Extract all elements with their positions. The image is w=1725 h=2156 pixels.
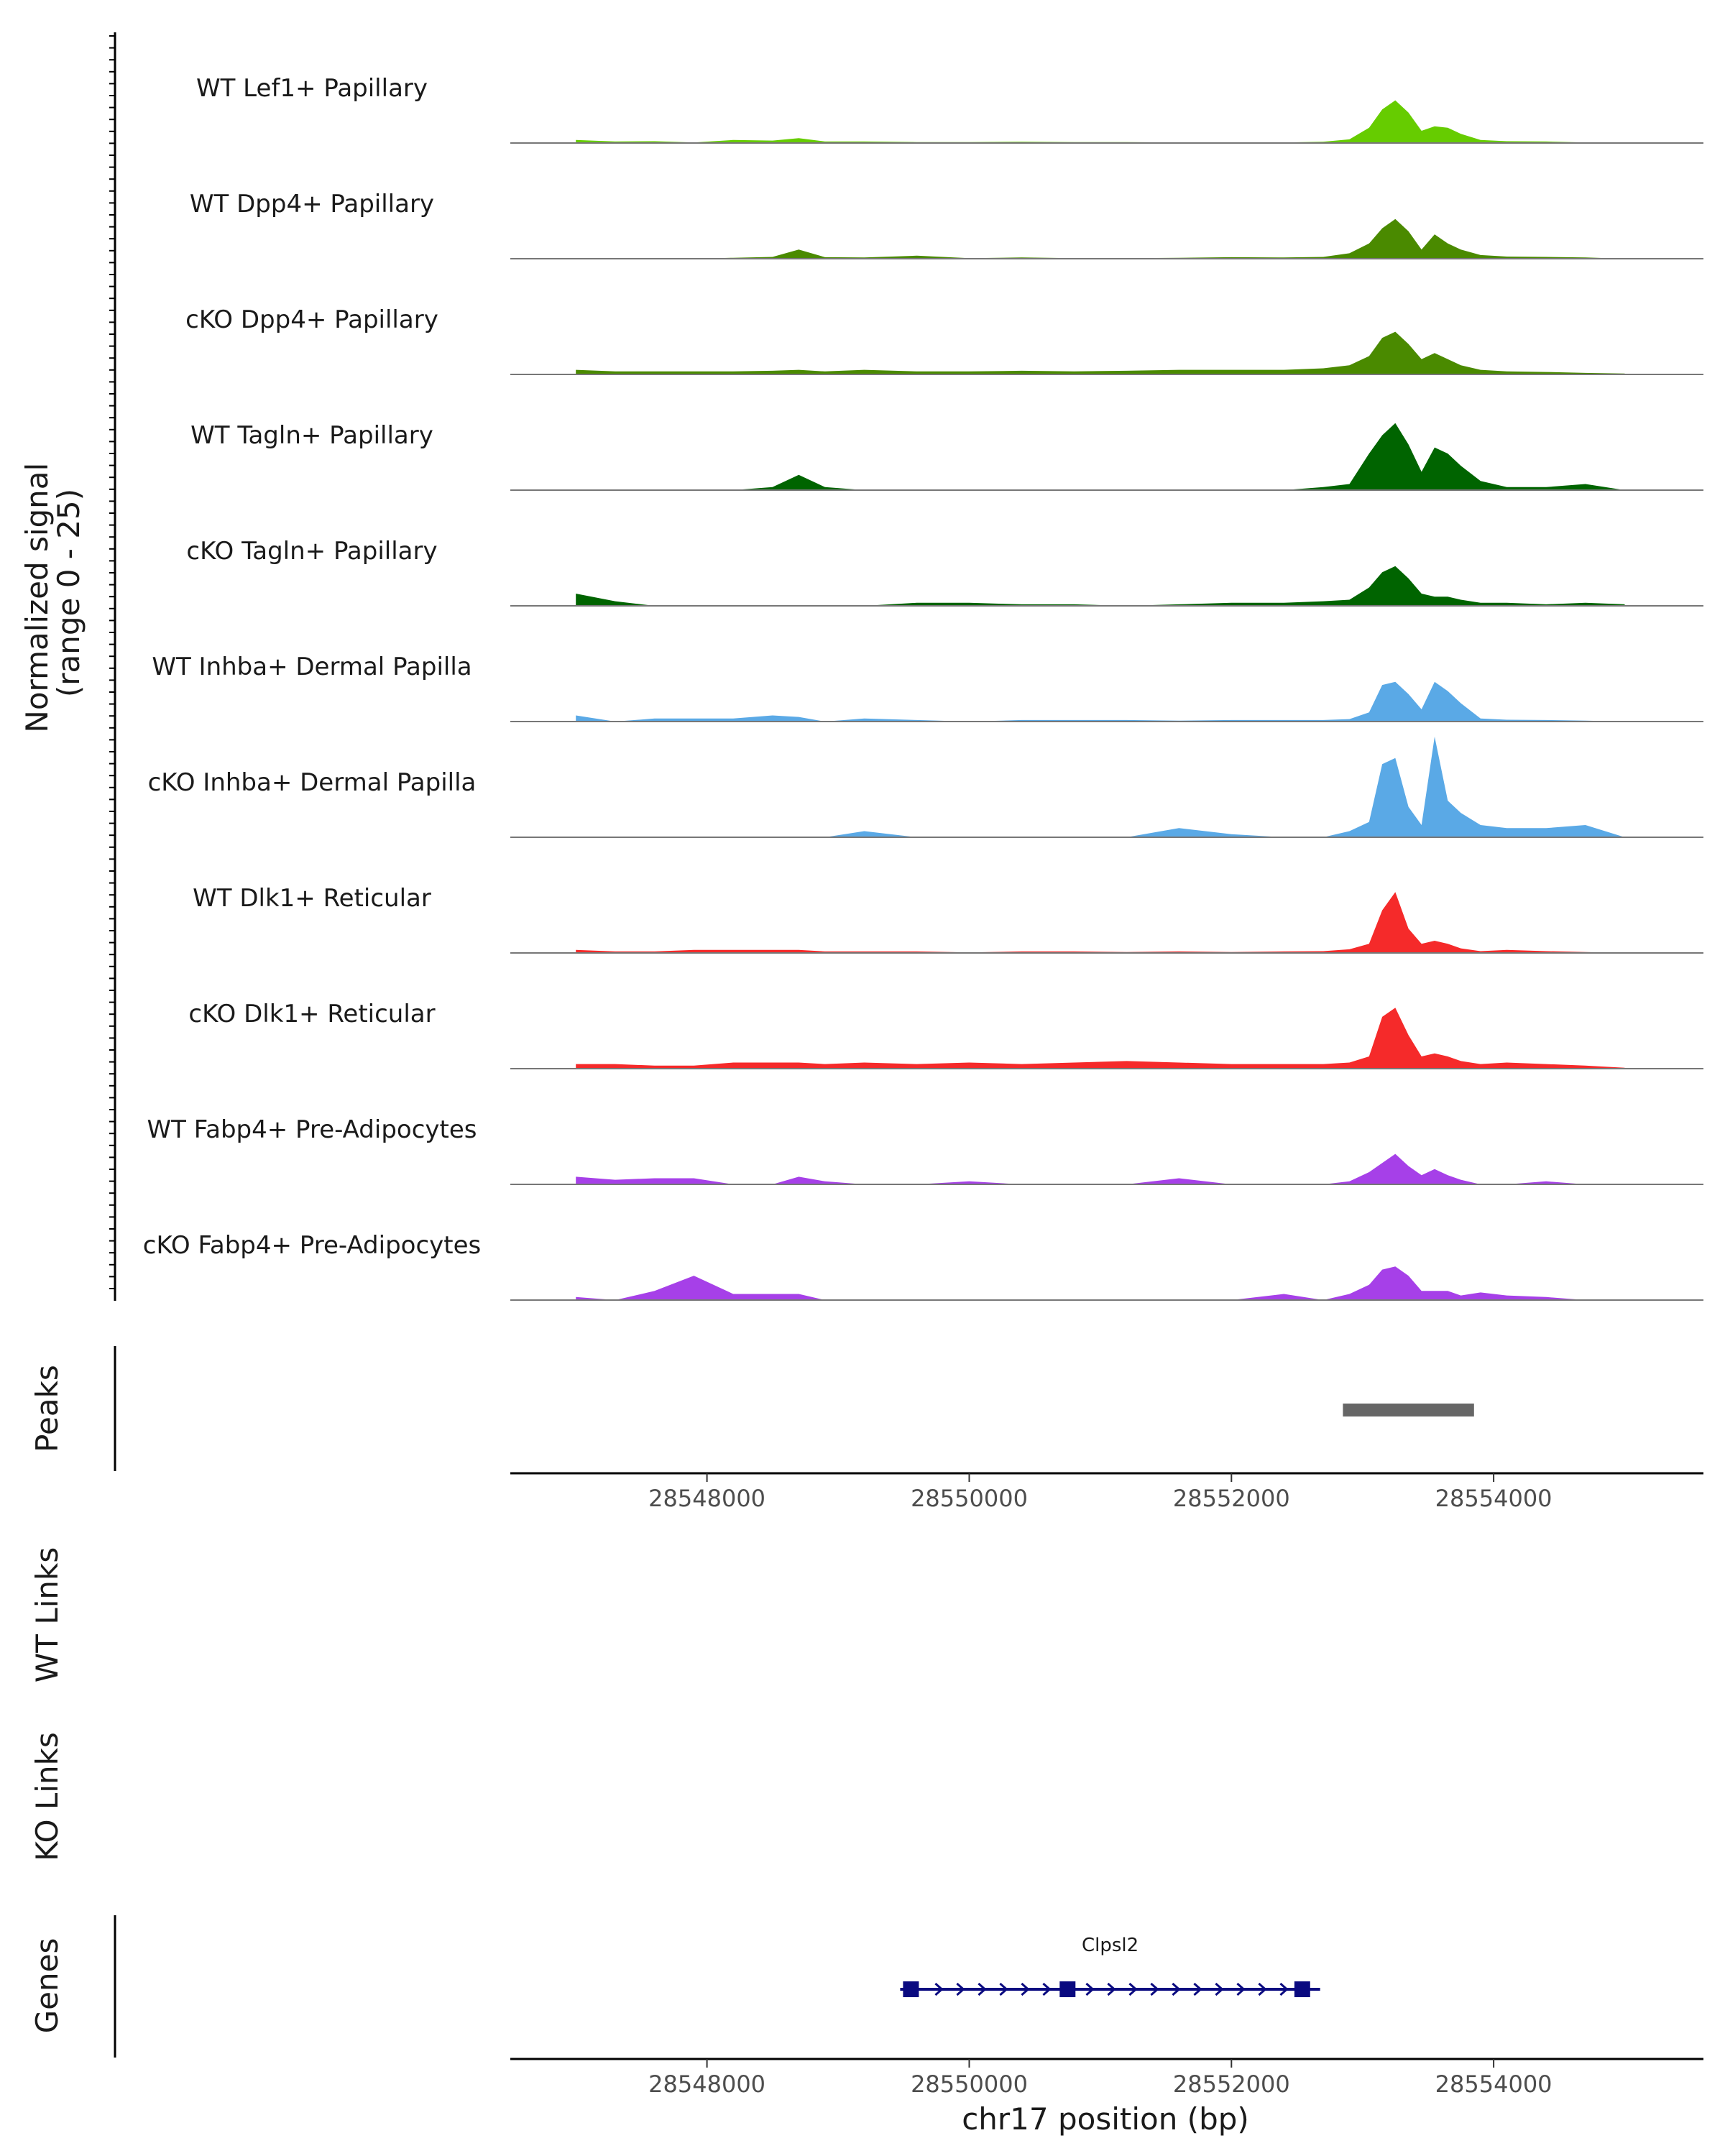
track-cko-inhba-dermal-papilla: cKO Inhba+ Dermal Papilla <box>148 737 1703 838</box>
coverage-tracks: WT Lef1+ Papillary WT Dpp4+ Papillary cKO … <box>143 74 1703 1301</box>
coverage-area-wt-dlk1-reticular <box>576 892 1625 953</box>
track-wt-dlk1-reticular: WT Dlk1+ Reticular <box>193 884 1703 954</box>
genes-track-label: Genes <box>29 1938 65 2034</box>
track-label: WT Fabp4+ Pre-Adipocytes <box>147 1115 477 1144</box>
ko-links-track-label: KO Links <box>29 1732 65 1861</box>
gene-exon <box>1059 1981 1076 1997</box>
strand-arrow <box>1021 1982 1030 1996</box>
track-label: cKO Dpp4+ Papillary <box>185 305 438 334</box>
track-label: WT Inhba+ Dermal Papilla <box>152 653 472 681</box>
track-wt-lef1-papillary: WT Lef1+ Papillary <box>196 74 1703 144</box>
genes-panel: Genes Clpsl2 28548000 28550000 28552000 285… <box>29 1915 1703 2137</box>
coverage-area-wt-fabp4-pre-adipocytes <box>576 1153 1625 1184</box>
track-wt-fabp4-pre-adipocytes: WT Fabp4+ Pre-Adipocytes <box>147 1115 1703 1185</box>
coverage-area-cko-fabp4-pre-adipocytes <box>576 1266 1625 1300</box>
track-wt-dpp4-papillary: WT Dpp4+ Papillary <box>190 190 1703 259</box>
x-axis-ticks-top: 28548000 28550000 28552000 28554000 <box>648 1473 1552 1512</box>
strand-arrow <box>1215 1982 1224 1996</box>
coverage-area-wt-dpp4-papillary <box>576 218 1625 259</box>
x-tick-label: 28548000 <box>648 2070 765 2098</box>
peaks-panel: Peaks 28548000 28550000 28552000 28554000 <box>29 1346 1703 1512</box>
peaks-track-label: Peaks <box>29 1365 65 1452</box>
coverage-area-wt-tagln-papillary <box>576 423 1625 490</box>
strand-arrow <box>1236 1982 1246 1996</box>
strand-arrow <box>1128 1982 1138 1996</box>
track-label: WT Tagln+ Papillary <box>190 421 433 450</box>
strand-arrow <box>1279 1982 1289 1996</box>
track-label: cKO Dlk1+ Reticular <box>188 1000 435 1028</box>
signal-y-axis <box>109 32 116 1301</box>
strand-arrow <box>934 1982 944 1996</box>
gene-models: Clpsl2 <box>900 1935 1320 1997</box>
x-axis-label: chr17 position (bp) <box>962 2101 1249 2137</box>
strand-arrow <box>1258 1982 1267 1996</box>
x-axis-ticks-bottom: 28548000 28550000 28552000 28554000 <box>648 2059 1552 2098</box>
y-axis-label: Normalized signal (range 0 - 25) <box>19 453 86 732</box>
track-label: cKO Fabp4+ Pre-Adipocytes <box>143 1231 482 1260</box>
strand-arrow <box>999 1982 1008 1996</box>
x-tick-label: 28554000 <box>1435 2070 1552 2098</box>
peak-bars <box>1343 1404 1474 1416</box>
strand-arrow <box>1150 1982 1159 1996</box>
strand-arrow <box>1085 1982 1095 1996</box>
gene-exon <box>1294 1981 1310 1997</box>
track-label: cKO Inhba+ Dermal Papilla <box>148 768 477 797</box>
y-axis-label-line-1: Normalized signal <box>19 463 55 733</box>
x-tick-label: 28550000 <box>911 2070 1028 2098</box>
peak-bar <box>1343 1404 1474 1416</box>
x-tick-label: 28548000 <box>648 1485 765 1512</box>
gene-exon <box>903 1981 919 1997</box>
track-cko-dlk1-reticular: cKO Dlk1+ Reticular <box>188 1000 1703 1069</box>
x-tick-label: 28552000 <box>1173 1485 1290 1512</box>
coverage-area-wt-inhba-dermal-papilla <box>576 681 1625 722</box>
links-panel: WT Links KO Links <box>29 1547 65 1861</box>
track-cko-dpp4-papillary: cKO Dpp4+ Papillary <box>185 305 1703 375</box>
coverage-area-cko-dpp4-papillary <box>576 331 1625 374</box>
track-wt-inhba-dermal-papilla: WT Inhba+ Dermal Papilla <box>152 653 1703 722</box>
wt-links-track-label: WT Links <box>29 1547 65 1682</box>
x-tick-label: 28554000 <box>1435 1485 1552 1512</box>
strand-arrow <box>1107 1982 1116 1996</box>
coverage-area-cko-inhba-dermal-papilla <box>576 737 1625 837</box>
track-label: WT Dlk1+ Reticular <box>193 884 431 913</box>
track-cko-fabp4-pre-adipocytes: cKO Fabp4+ Pre-Adipocytes <box>143 1231 1703 1301</box>
strand-arrow <box>978 1982 987 1996</box>
x-tick-label: 28552000 <box>1173 2070 1290 2098</box>
track-wt-tagln-papillary: WT Tagln+ Papillary <box>190 421 1703 491</box>
strand-arrow <box>1042 1982 1052 1996</box>
coverage-area-wt-lef1-papillary <box>576 100 1625 143</box>
gene-label: Clpsl2 <box>1082 1935 1138 1956</box>
track-label: WT Lef1+ Papillary <box>196 74 428 103</box>
x-tick-label: 28550000 <box>911 1485 1028 1512</box>
y-axis-label-line-2: (range 0 - 25) <box>51 489 86 697</box>
strand-arrow <box>956 1982 965 1996</box>
coverage-area-cko-dlk1-reticular <box>576 1008 1625 1069</box>
track-cko-tagln-papillary: cKO Tagln+ Papillary <box>186 537 1703 607</box>
track-label: cKO Tagln+ Papillary <box>186 537 437 566</box>
strand-arrow <box>1172 1982 1181 1996</box>
coverage-area-cko-tagln-papillary <box>576 566 1625 606</box>
track-label: WT Dpp4+ Papillary <box>190 190 434 218</box>
strand-arrow <box>1193 1982 1202 1996</box>
